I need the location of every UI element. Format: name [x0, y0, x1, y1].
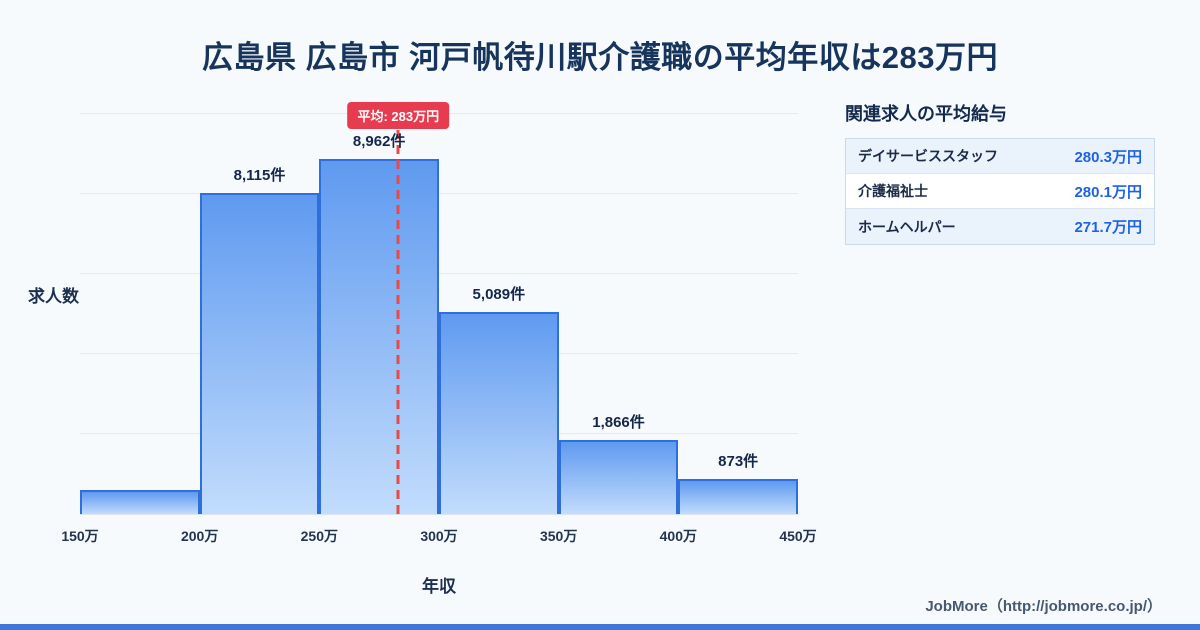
x-tick-label: 450万	[779, 528, 817, 544]
x-tick-label: 150万	[61, 528, 99, 544]
histogram-bar	[80, 490, 200, 514]
related-job-salary: 280.1万円	[1074, 183, 1142, 201]
histogram-bar	[678, 479, 798, 514]
y-axis-label: 求人数	[28, 287, 79, 306]
histogram-bar	[558, 440, 679, 514]
related-job-salary: 271.7万円	[1074, 219, 1142, 236]
x-tick-label: 250万	[300, 528, 339, 544]
plot-area: 平均: 283万円 8,115件 8,962件 5,089件 1,866件 873件 15…	[61, 96, 817, 544]
bar-value-label: 8,115件	[233, 167, 286, 184]
gridline	[80, 273, 798, 274]
side-panel-title: 関連求人の平均給与	[845, 104, 1007, 124]
related-job-row: 介護福祉士 280.1万円	[846, 174, 1154, 209]
related-job-name: デイサービススタッフ	[858, 148, 998, 164]
bar-value-label: 873件	[718, 453, 759, 470]
average-badge: 平均: 283万円	[347, 102, 450, 129]
related-jobs-table: デイサービススタッフ 280.3万円介護福祉士 280.1万円ホームヘルパー 271.…	[845, 138, 1155, 245]
page-title: 広島県 広島市 河戸帆待川駅介護職の平均年収は283万円	[202, 40, 998, 75]
bottom-accent-strip	[0, 624, 1200, 630]
x-axis-label: 年収	[422, 577, 456, 596]
bar-value-label: 5,089件	[472, 286, 526, 303]
related-job-name: ホームヘルパー	[858, 218, 956, 235]
x-tick-label: 350万	[539, 528, 578, 544]
x-tick-label: 300万	[420, 528, 458, 544]
x-tick-label: 400万	[659, 528, 698, 544]
average-line	[396, 130, 400, 514]
x-tick-label: 200万	[180, 528, 219, 544]
related-job-row: デイサービススタッフ 280.3万円	[846, 139, 1154, 174]
related-job-salary: 280.3万円	[1074, 148, 1142, 166]
histogram-bar	[439, 312, 559, 514]
bar-value-label: 1,866件	[592, 414, 645, 431]
gridline	[80, 193, 798, 194]
related-job-name: 介護福祉士	[858, 183, 928, 199]
histogram-bar	[199, 193, 320, 514]
footer-credit: JobMore（http://jobmore.co.jp/）	[925, 598, 1162, 615]
histogram-bar	[319, 159, 439, 514]
related-job-row: ホームヘルパー 271.7万円	[846, 209, 1154, 244]
bar-value-label: 8,962件	[352, 133, 406, 150]
